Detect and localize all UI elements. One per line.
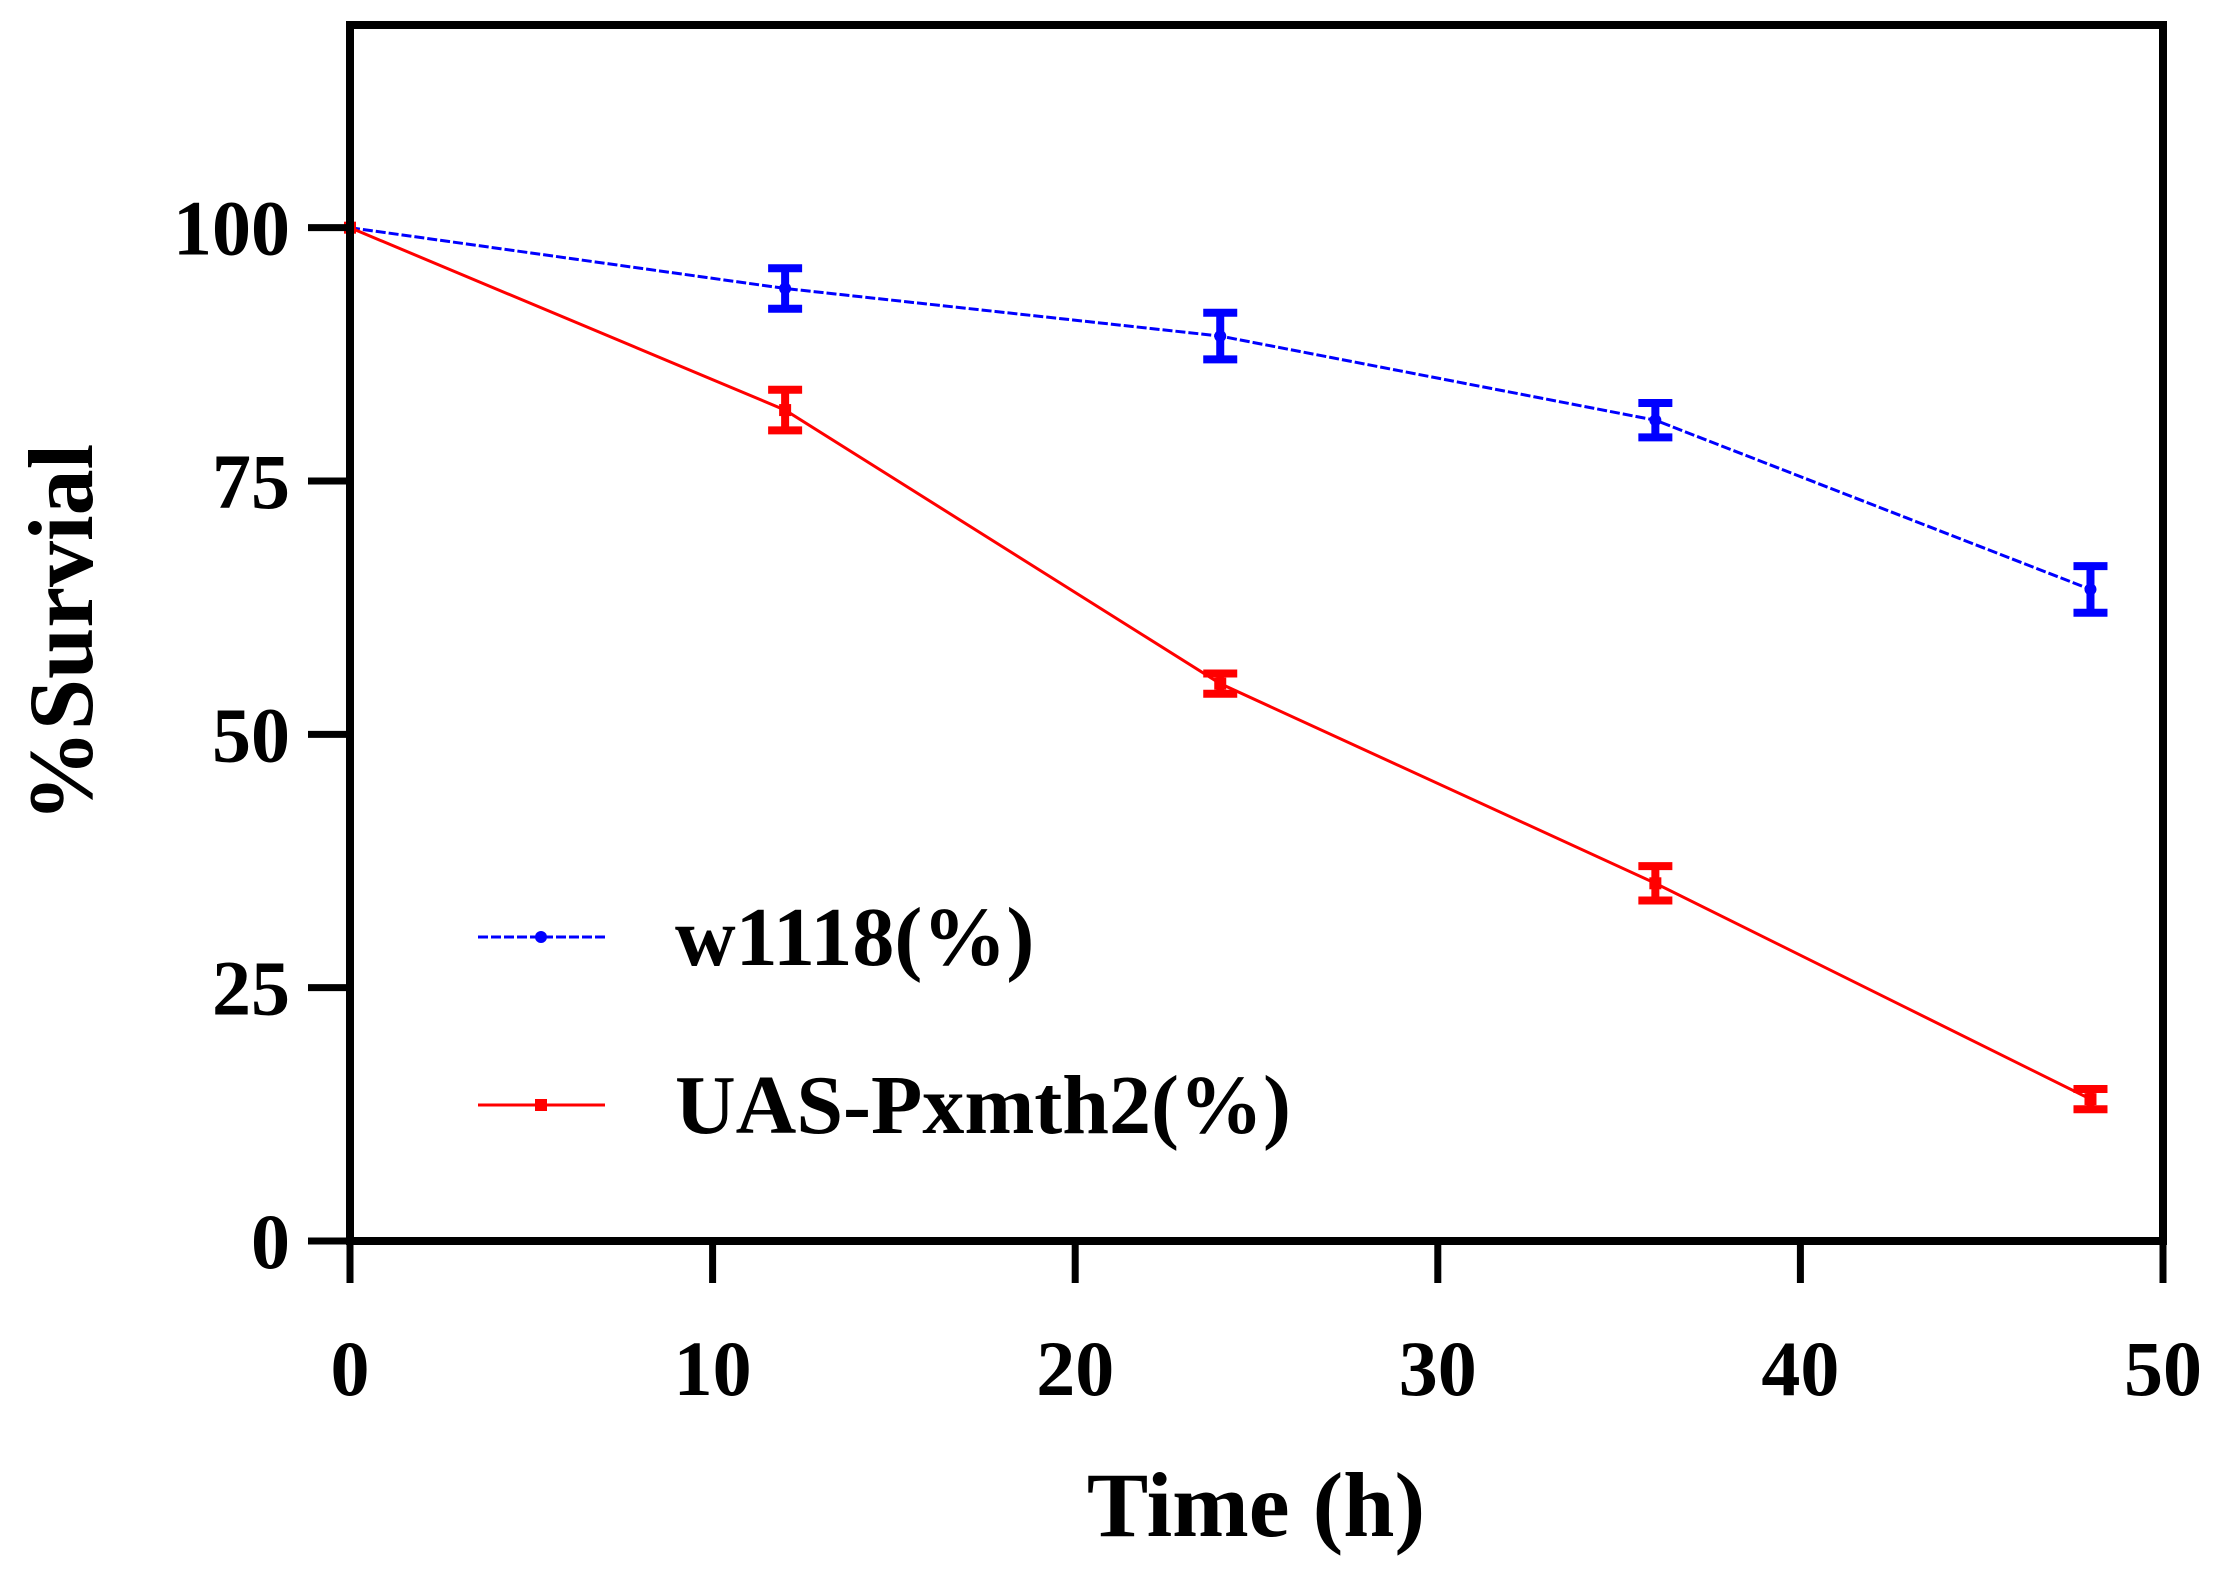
y-axis-title: %Survial (10, 444, 112, 822)
data-point-marker (779, 282, 792, 295)
series-uas-pxmth2 (344, 221, 2108, 1114)
y-tick-label: 0 (251, 1198, 290, 1285)
data-point-marker (1649, 877, 1662, 890)
data-point-marker (1214, 330, 1227, 343)
plot-frame (346, 21, 2167, 1245)
data-point-marker (1649, 414, 1662, 427)
y-tick-label: 100 (173, 185, 290, 272)
y-tick-label: 75 (212, 438, 290, 525)
series-layer (344, 221, 2108, 1114)
legend-swatch-marker (535, 1099, 547, 1111)
y-tick-label: 50 (212, 691, 290, 778)
legend: w1118(%) UAS-Pxmth2(%) (478, 891, 1291, 1152)
legend-label: UAS-Pxmth2(%) (675, 1059, 1291, 1152)
axes-layer: 0 10 20 30 40 50 0 25 50 75 100 (173, 185, 2202, 1412)
legend-swatch-marker (535, 931, 547, 943)
data-point-marker (2084, 1093, 2097, 1106)
legend-item-w1118: w1118(%) (478, 891, 1034, 984)
y-tick-label: 25 (212, 945, 290, 1032)
data-point-marker (1214, 677, 1227, 690)
x-tick-label: 20 (1036, 1325, 1114, 1412)
x-tick-label: 50 (2124, 1325, 2202, 1412)
x-tick-label: 0 (331, 1325, 370, 1412)
series-w1118 (344, 221, 2108, 617)
x-tick-label: 30 (1399, 1325, 1477, 1412)
x-tick-label: 40 (1761, 1325, 1839, 1412)
series-line (349, 226, 2092, 591)
legend-item-uas-pxmth2: UAS-Pxmth2(%) (478, 1059, 1291, 1152)
data-point-marker (779, 404, 792, 417)
x-axis-title: Time (h) (1087, 1454, 1425, 1556)
x-tick-label: 10 (674, 1325, 752, 1412)
legend-label: w1118(%) (675, 891, 1034, 984)
data-point-marker (2084, 583, 2097, 596)
